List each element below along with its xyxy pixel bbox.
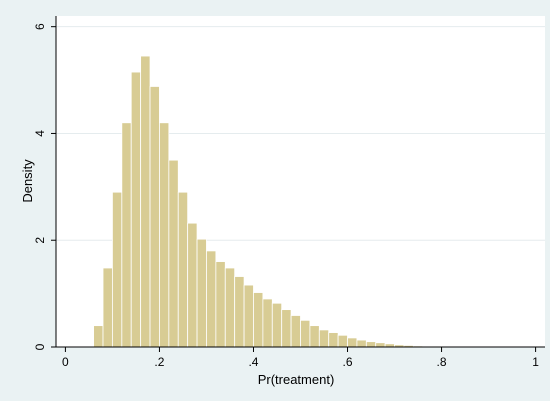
histogram-bar-13 bbox=[215, 261, 226, 348]
histogram-bar-30 bbox=[375, 342, 386, 348]
histogram-bar-18 bbox=[262, 298, 273, 348]
y-tick-label-2: 4 bbox=[33, 130, 47, 137]
histogram-bar-6 bbox=[149, 86, 160, 348]
histogram-bar-24 bbox=[318, 329, 330, 348]
x-tick-label-2: .4 bbox=[248, 355, 258, 369]
histogram-bar-14 bbox=[224, 267, 236, 348]
histogram-bar-21 bbox=[290, 315, 301, 348]
histogram-bar-20 bbox=[281, 309, 292, 348]
x-tick-label-5: 1 bbox=[532, 355, 539, 369]
histogram-bar-7 bbox=[159, 122, 170, 348]
histogram-bar-10 bbox=[187, 222, 198, 348]
histogram-bar-4 bbox=[130, 71, 142, 348]
y-axis-ticks: 0 2 4 6 bbox=[33, 23, 56, 350]
histogram-bar-17 bbox=[253, 292, 264, 348]
histogram-bar-8 bbox=[168, 159, 179, 348]
y-axis-title: Density bbox=[20, 159, 35, 203]
histogram-bar-2 bbox=[112, 191, 123, 348]
histogram-bar-11 bbox=[196, 238, 207, 348]
y-tick-label-0: 0 bbox=[33, 343, 47, 350]
x-tick-label-3: .6 bbox=[343, 355, 353, 369]
histogram-bar-26 bbox=[337, 334, 348, 348]
histogram-bar-25 bbox=[328, 332, 339, 348]
histogram-bar-9 bbox=[177, 191, 189, 348]
histogram-bar-28 bbox=[356, 339, 367, 348]
histogram-bar-19 bbox=[271, 302, 283, 348]
y-tick-label-1: 2 bbox=[33, 237, 47, 244]
x-axis-ticks: 0 .2 .4 .6 .8 1 bbox=[62, 347, 539, 369]
y-tick-label-3: 6 bbox=[33, 23, 47, 30]
histogram-bar-27 bbox=[347, 337, 358, 348]
histogram-bar-22 bbox=[300, 319, 311, 348]
histogram-bar-23 bbox=[309, 325, 320, 348]
x-axis-title: Pr(treatment) bbox=[258, 372, 335, 387]
histogram-bar-12 bbox=[206, 250, 217, 348]
axes bbox=[55, 16, 545, 348]
histogram-bar-3 bbox=[121, 122, 132, 348]
histogram-bar-5 bbox=[140, 55, 151, 348]
x-tick-label-4: .8 bbox=[437, 355, 447, 369]
histogram-bar-15 bbox=[234, 276, 245, 348]
histogram-bar-29 bbox=[365, 341, 377, 348]
histogram-bar-16 bbox=[243, 284, 254, 348]
x-tick-label-1: .2 bbox=[154, 355, 164, 369]
histogram-bar-0 bbox=[93, 325, 104, 348]
x-tick-label-0: 0 bbox=[62, 355, 69, 369]
histogram-bars bbox=[93, 55, 471, 348]
histogram-bar-1 bbox=[102, 267, 113, 348]
